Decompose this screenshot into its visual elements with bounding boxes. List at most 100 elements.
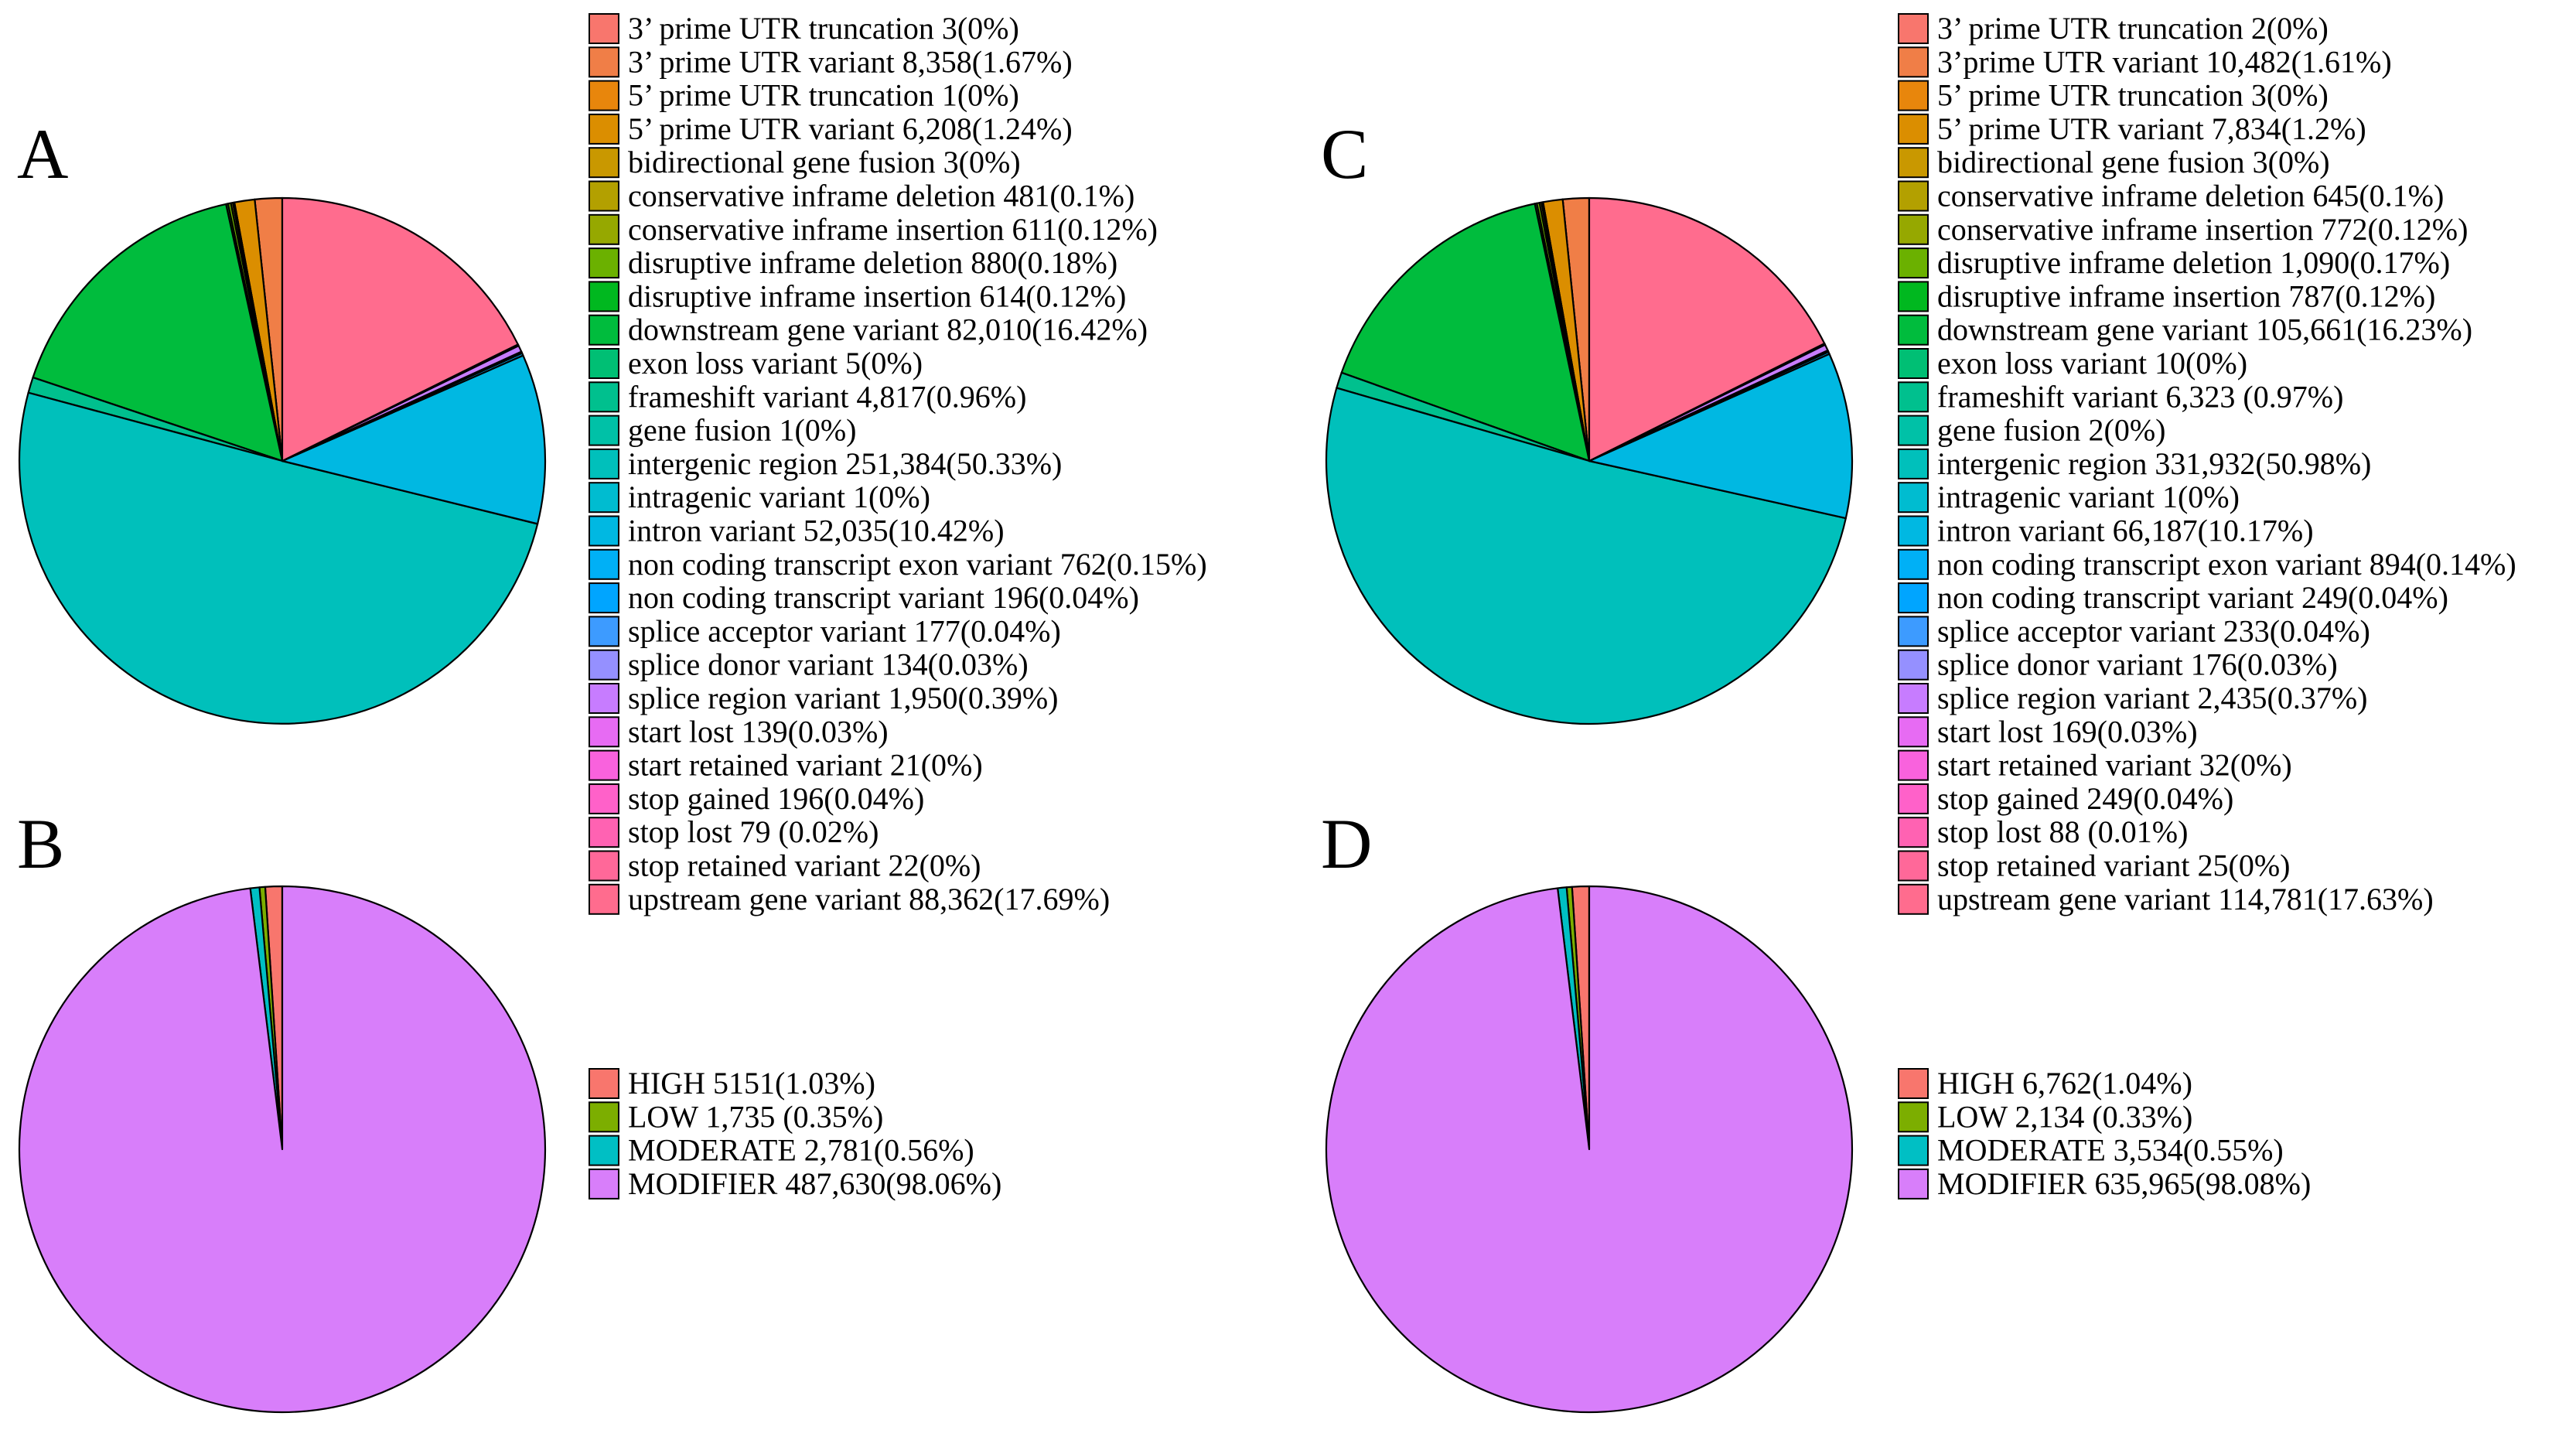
- legend-d: HIGH 6,762(1.04%)LOW 2,134 (0.33%)MODERA…: [1898, 1066, 2311, 1201]
- legend-swatch-6: [589, 180, 619, 212]
- pie-slice-14: [1325, 387, 1847, 725]
- legend-swatch-1: [1898, 13, 1929, 44]
- legend-label-13: gene fusion 2(0%): [1937, 413, 2165, 448]
- legend-swatch-1: [589, 1068, 619, 1099]
- legend-label-9: disruptive inframe insertion 614(0.12%): [628, 278, 1126, 313]
- legend-label-19: splice acceptor variant 233(0.04%): [1937, 613, 2370, 648]
- pie-slice-27: [1588, 196, 1826, 462]
- panel-c: C 3’ prime UTR truncation 2(0%)3’prime U…: [1321, 11, 2516, 916]
- legend-swatch-3: [589, 1135, 619, 1166]
- legend-label-5: bidirectional gene fusion 3(0%): [628, 145, 1021, 179]
- panel-label-b: B: [17, 804, 64, 883]
- legend-label-25: stop lost 79 (0.02%): [628, 814, 879, 849]
- legend-swatch-18: [589, 582, 619, 614]
- pie-slice-16: [281, 354, 547, 525]
- pie-chart-c: [1325, 196, 1854, 725]
- legend-swatch-3: [1898, 1135, 1929, 1166]
- legend-label-18: non coding transcript variant 196(0.04%): [628, 580, 1139, 615]
- legend-swatch-19: [589, 616, 619, 647]
- legend-swatch-12: [589, 381, 619, 413]
- legend-label-17: non coding transcript exon variant 762(0…: [628, 547, 1207, 582]
- legend-swatch-13: [589, 415, 619, 446]
- legend-label-2: LOW 1,735 (0.35%): [628, 1099, 883, 1134]
- legend-swatch-25: [589, 817, 619, 848]
- legend-label-23: start retained variant 32(0%): [1937, 748, 2292, 783]
- legend-label-13: gene fusion 1(0%): [628, 413, 856, 448]
- legend-label-4: 5’ prime UTR variant 7,834(1.2%): [1937, 111, 2366, 146]
- legend-label-3: 5’ prime UTR truncation 3(0%): [1937, 78, 2329, 113]
- legend-label-17: non coding transcript exon variant 894(0…: [1937, 547, 2516, 582]
- legend-swatch-4: [1898, 113, 1929, 145]
- pie-slice-27: [281, 196, 519, 462]
- legend-swatch-23: [1898, 749, 1929, 781]
- legend-swatch-16: [589, 515, 619, 547]
- legend-swatch-18: [1898, 582, 1929, 614]
- legend-label-11: exon loss variant 10(0%): [1937, 346, 2247, 381]
- legend-label-20: splice donor variant 176(0.03%): [1937, 647, 2338, 682]
- legend-swatch-4: [1898, 1168, 1929, 1200]
- legend-swatch-2: [589, 1101, 619, 1133]
- legend-label-27: upstream gene variant 88,362(17.69%): [628, 882, 1110, 916]
- legend-swatch-2: [1898, 46, 1929, 78]
- legend-swatch-24: [1898, 783, 1929, 814]
- legend-swatch-15: [589, 482, 619, 514]
- panel-label-a: A: [17, 114, 68, 193]
- pie-slice-4: [1325, 885, 1854, 1414]
- legend-a: 3’ prime UTR truncation 3(0%)3’ prime UT…: [589, 11, 1207, 916]
- legend-label-5: bidirectional gene fusion 3(0%): [1937, 145, 2330, 179]
- legend-swatch-20: [1898, 649, 1929, 681]
- legend-label-1: HIGH 6,762(1.04%): [1937, 1066, 2192, 1101]
- legend-swatch-12: [1898, 381, 1929, 413]
- legend-label-15: intragenic variant 1(0%): [628, 480, 930, 514]
- legend-swatch-11: [1898, 348, 1929, 379]
- legend-label-2: LOW 2,134 (0.33%): [1937, 1099, 2192, 1134]
- legend-swatch-5: [589, 147, 619, 179]
- legend-swatch-19: [1898, 616, 1929, 647]
- legend-label-15: intragenic variant 1(0%): [1937, 480, 2240, 514]
- legend-label-1: 3’ prime UTR truncation 3(0%): [628, 11, 1019, 46]
- pie-slice-4: [18, 885, 547, 1414]
- legend-label-22: start lost 169(0.03%): [1937, 714, 2198, 749]
- legend-swatch-27: [589, 883, 619, 915]
- legend-swatch-24: [589, 783, 619, 814]
- pie-chart-b: [18, 885, 547, 1414]
- legend-swatch-20: [589, 649, 619, 681]
- legend-label-7: conservative inframe insertion 611(0.12%…: [628, 212, 1158, 247]
- legend-b: HIGH 5151(1.03%)LOW 1,735 (0.35%)MODERAT…: [589, 1066, 1001, 1201]
- legend-swatch-4: [589, 113, 619, 145]
- legend-label-8: disruptive inframe deletion 1,090(0.17%): [1937, 245, 2450, 280]
- legend-label-7: conservative inframe insertion 772(0.12%…: [1937, 212, 2468, 247]
- pie-slice-14: [18, 391, 539, 725]
- legend-label-12: frameshift variant 4,817(0.96%): [628, 379, 1026, 414]
- legend-label-6: conservative inframe deletion 481(0.1%): [628, 179, 1134, 213]
- pie-slice-10: [32, 203, 284, 462]
- legend-swatch-3: [1898, 80, 1929, 111]
- legend-label-2: 3’prime UTR variant 10,482(1.61%): [1937, 44, 2392, 79]
- legend-label-22: start lost 139(0.03%): [628, 714, 889, 749]
- legend-swatch-5: [1898, 147, 1929, 179]
- legend-label-10: downstream gene variant 82,010(16.42%): [628, 312, 1148, 347]
- legend-label-3: MODERATE 2,781(0.56%): [628, 1133, 974, 1168]
- legend-label-4: MODIFIER 635,965(98.08%): [1937, 1166, 2311, 1201]
- legend-label-1: HIGH 5151(1.03%): [628, 1066, 875, 1101]
- legend-swatch-27: [1898, 883, 1929, 915]
- legend-swatch-17: [1898, 548, 1929, 580]
- legend-label-11: exon loss variant 5(0%): [628, 346, 923, 381]
- legend-swatch-2: [1898, 1101, 1929, 1133]
- legend-swatch-23: [589, 749, 619, 781]
- legend-label-8: disruptive inframe deletion 880(0.18%): [628, 245, 1117, 280]
- legend-label-6: conservative inframe deletion 645(0.1%): [1937, 179, 2444, 213]
- legend-c: 3’ prime UTR truncation 2(0%)3’prime UTR…: [1898, 11, 2516, 916]
- legend-label-12: frameshift variant 6,323 (0.97%): [1937, 379, 2343, 414]
- panel-a: A 3’ prime UTR truncation 3(0%)3’ prime …: [17, 11, 1207, 916]
- pie-slice-10: [1340, 203, 1591, 462]
- legend-label-23: start retained variant 21(0%): [628, 748, 983, 783]
- legend-label-21: splice region variant 2,435(0.37%): [1937, 681, 2368, 715]
- legend-swatch-2: [589, 46, 619, 78]
- legend-label-2: 3’ prime UTR variant 8,358(1.67%): [628, 44, 1073, 79]
- panel-label-c: C: [1321, 114, 1368, 193]
- legend-swatch-9: [589, 281, 619, 312]
- legend-swatch-11: [589, 348, 619, 379]
- legend-swatch-17: [589, 548, 619, 580]
- legend-label-16: intron variant 52,035(10.42%): [628, 514, 1005, 548]
